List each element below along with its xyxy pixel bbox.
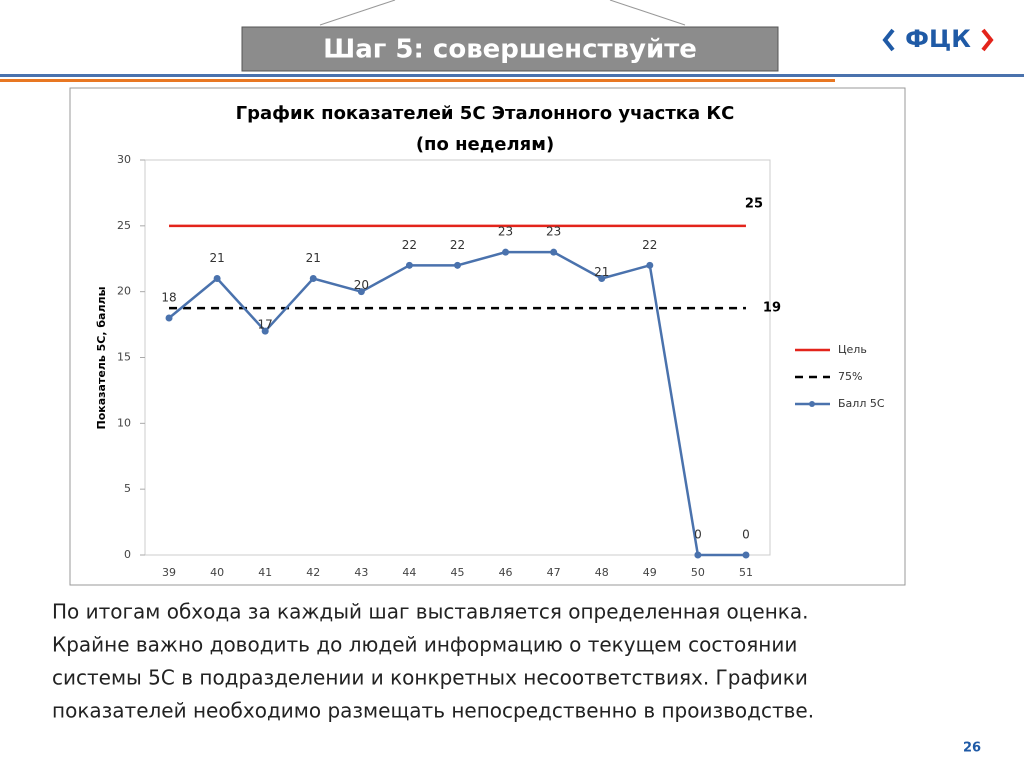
data-label: 23 xyxy=(546,225,561,239)
chart-title: График показателей 5С Эталонного участка… xyxy=(236,103,735,124)
x-tick-label: 41 xyxy=(258,566,272,579)
data-point xyxy=(213,275,221,282)
x-tick-label: 51 xyxy=(739,566,753,579)
data-label: 21 xyxy=(306,251,321,265)
rule xyxy=(0,74,1024,77)
data-label: 18 xyxy=(161,291,176,305)
y-tick-label: 0 xyxy=(124,548,131,561)
x-tick-label: 45 xyxy=(451,566,465,579)
header-title: Шаг 5: совершенствуйте xyxy=(323,35,697,65)
data-label: 22 xyxy=(642,238,657,252)
body-text: По итогам обхода за каждый шаг выставляе… xyxy=(52,600,808,624)
decor-line xyxy=(609,0,686,26)
data-point xyxy=(502,248,510,256)
y-tick-label: 25 xyxy=(117,219,131,232)
x-tick-label: 40 xyxy=(210,566,224,579)
data-point xyxy=(454,261,461,269)
data-label: 20 xyxy=(354,278,369,292)
logo-arrow xyxy=(981,28,994,52)
y-tick-label: 20 xyxy=(117,285,131,298)
data-point xyxy=(694,551,702,559)
x-tick-label: 47 xyxy=(547,566,561,579)
data-point xyxy=(261,327,269,335)
legend-label: Балл 5С xyxy=(838,397,885,410)
chart-title: (по неделям) xyxy=(416,134,554,155)
data-point xyxy=(357,288,365,296)
y-tick-label: 5 xyxy=(124,482,131,495)
data-label: 0 xyxy=(694,528,702,542)
y-axis-label: Показатель 5С, баллы xyxy=(95,286,108,429)
logo: ФЦК xyxy=(905,25,971,53)
x-tick-label: 43 xyxy=(354,566,368,579)
legend-label: Цель xyxy=(838,343,867,356)
y-tick-label: 10 xyxy=(117,416,131,429)
legend-label: 75% xyxy=(838,370,862,383)
decor-line xyxy=(319,0,396,26)
data-label: 22 xyxy=(450,238,465,252)
data-point xyxy=(598,275,606,282)
data-point xyxy=(309,275,317,282)
data-label: 25 xyxy=(745,196,763,211)
data-point xyxy=(405,261,413,269)
body-text: показателей необходимо размещать непосре… xyxy=(52,699,814,723)
x-tick-label: 46 xyxy=(499,566,513,579)
body-text: системы 5С в подразделении и конкретных … xyxy=(52,666,808,690)
data-point xyxy=(742,551,750,559)
logo-arrow xyxy=(882,28,895,52)
data-label: 0 xyxy=(742,528,750,542)
body-text: Крайне важно доводить до людей информаци… xyxy=(52,633,797,657)
data-label: 21 xyxy=(594,265,609,279)
data-label: 23 xyxy=(498,225,513,239)
data-point xyxy=(646,261,654,269)
x-tick-label: 42 xyxy=(306,566,320,579)
page-number: 26 xyxy=(963,741,981,756)
x-tick-label: 50 xyxy=(691,566,705,579)
y-tick-label: 15 xyxy=(117,351,131,364)
data-label: 21 xyxy=(209,251,224,265)
data-label: 19 xyxy=(763,301,781,316)
x-tick-label: 49 xyxy=(643,566,657,579)
legend-marker xyxy=(809,401,815,407)
data-point xyxy=(550,248,558,256)
y-tick-label: 30 xyxy=(117,153,131,166)
x-tick-label: 39 xyxy=(162,566,176,579)
x-tick-label: 44 xyxy=(402,566,416,579)
rule xyxy=(0,79,835,82)
data-label: 22 xyxy=(402,238,417,252)
data-point xyxy=(165,314,173,322)
header-bar xyxy=(241,26,779,72)
data-label: 17 xyxy=(258,318,273,332)
x-tick-label: 48 xyxy=(595,566,609,579)
chart-frame xyxy=(69,87,906,586)
